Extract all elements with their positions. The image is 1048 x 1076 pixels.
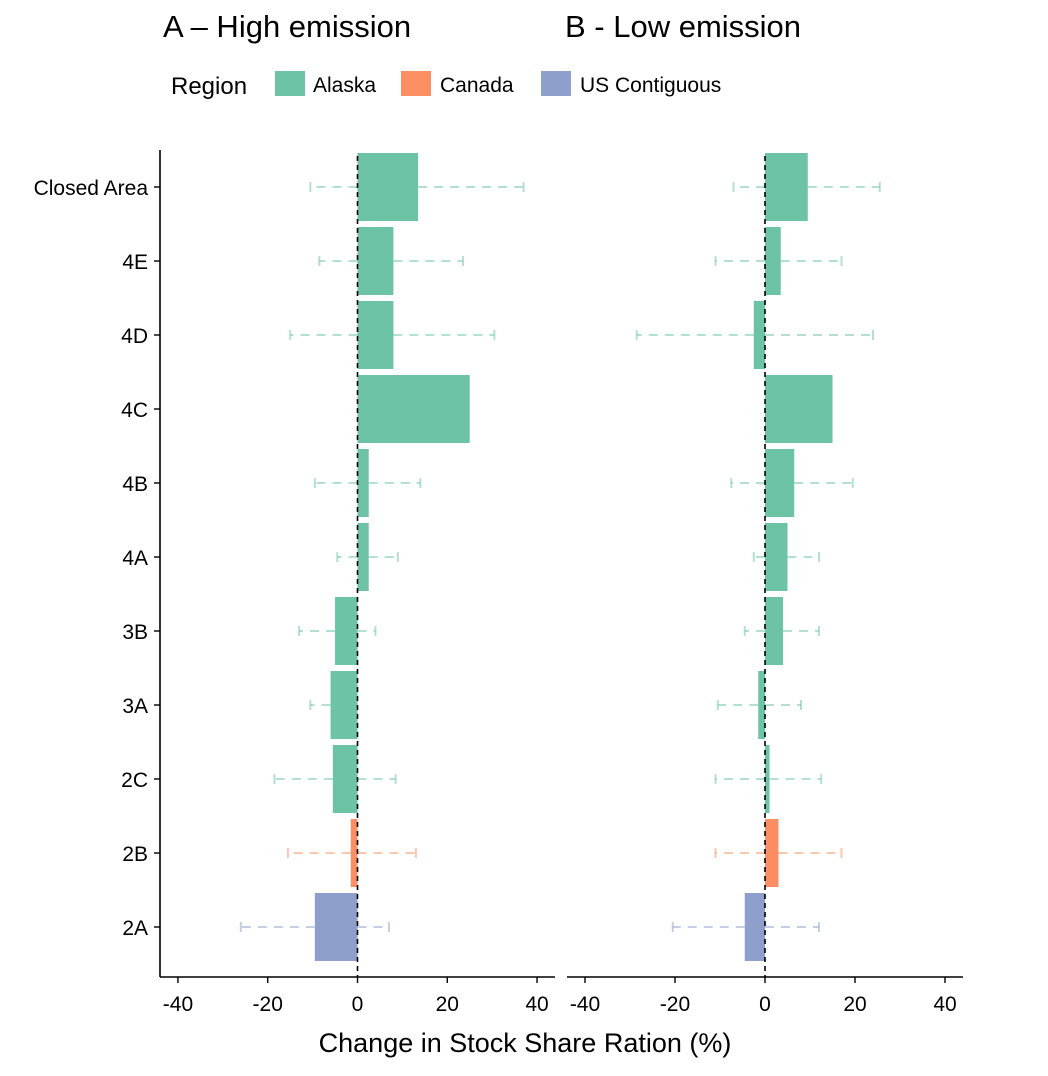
bar-4e xyxy=(765,227,781,295)
bar-4d xyxy=(357,301,394,369)
legend: Region Alaska Canada US Contiguous xyxy=(171,71,721,100)
legend-title: Region xyxy=(171,73,247,100)
panel-b-title: B - Low emission xyxy=(565,9,801,44)
legend-label-canada: Canada xyxy=(440,74,514,97)
x-tick-label: 40 xyxy=(525,993,548,1016)
bar-2c xyxy=(765,745,770,813)
bar-4c xyxy=(765,375,833,443)
y-tick-label-4a: 4A xyxy=(122,547,148,570)
bar-3a xyxy=(330,671,358,739)
bar-2b xyxy=(765,819,779,887)
bar-2a xyxy=(744,893,765,961)
y-tick-label-4d: 4D xyxy=(121,325,148,348)
bar-2c xyxy=(332,745,358,813)
bar-4b xyxy=(357,449,369,517)
bar-4d xyxy=(753,301,765,369)
legend-item-us-contiguous: US Contiguous xyxy=(541,71,721,97)
legend-label-alaska: Alaska xyxy=(313,74,376,97)
legend-swatch-canada xyxy=(401,71,431,96)
legend-swatch-alaska xyxy=(275,71,305,96)
legend-item-canada: Canada xyxy=(401,71,514,97)
bar-2b xyxy=(350,819,358,887)
x-tick-label: 20 xyxy=(843,993,866,1016)
bar-3b xyxy=(335,597,358,665)
panel-a-title: A – High emission xyxy=(163,9,411,44)
x-tick-label: -40 xyxy=(570,993,600,1016)
bar-4e xyxy=(357,227,394,295)
y-tick-label-2b: 2B xyxy=(122,843,148,866)
bar-4a xyxy=(357,523,369,591)
x-tick-label: -20 xyxy=(253,993,283,1016)
x-tick-label: 0 xyxy=(352,993,364,1016)
y-tick-label-2a: 2A xyxy=(122,917,148,940)
y-tick-label-2c: 2C xyxy=(121,769,148,792)
bar-closed-area xyxy=(765,153,808,221)
legend-label-us-contiguous: US Contiguous xyxy=(580,74,721,97)
y-tick-label-4c: 4C xyxy=(121,399,148,422)
legend-item-alaska: Alaska xyxy=(275,71,376,97)
legend-swatch-us-contiguous xyxy=(541,71,571,96)
x-tick-label: 0 xyxy=(759,993,771,1016)
y-tick-label-closed-area: Closed Area xyxy=(34,177,149,200)
bar-4a xyxy=(765,523,788,591)
bar-3a xyxy=(758,671,765,739)
x-tick-label: -20 xyxy=(660,993,690,1016)
x-tick-label: 40 xyxy=(933,993,956,1016)
x-tick-label: 20 xyxy=(436,993,459,1016)
y-tick-label-3a: 3A xyxy=(122,695,148,718)
chart-marks: -40 -20 0 20 40 Closed Area 4E 4D 4C 4B 4A 3B 3A 2C 2B… xyxy=(34,150,963,1016)
bar-closed-area xyxy=(357,153,419,221)
bar-4c xyxy=(357,375,470,443)
bar-2a xyxy=(314,893,358,961)
y-tick-label-3b: 3B xyxy=(122,621,148,644)
x-axis-label: Change in Stock Share Ration (%) xyxy=(319,1028,732,1058)
y-tick-label-4b: 4B xyxy=(122,473,148,496)
bar-3b xyxy=(765,597,783,665)
y-tick-label-4e: 4E xyxy=(122,251,148,274)
bar-4b xyxy=(765,449,795,517)
x-tick-label: -40 xyxy=(163,993,193,1016)
